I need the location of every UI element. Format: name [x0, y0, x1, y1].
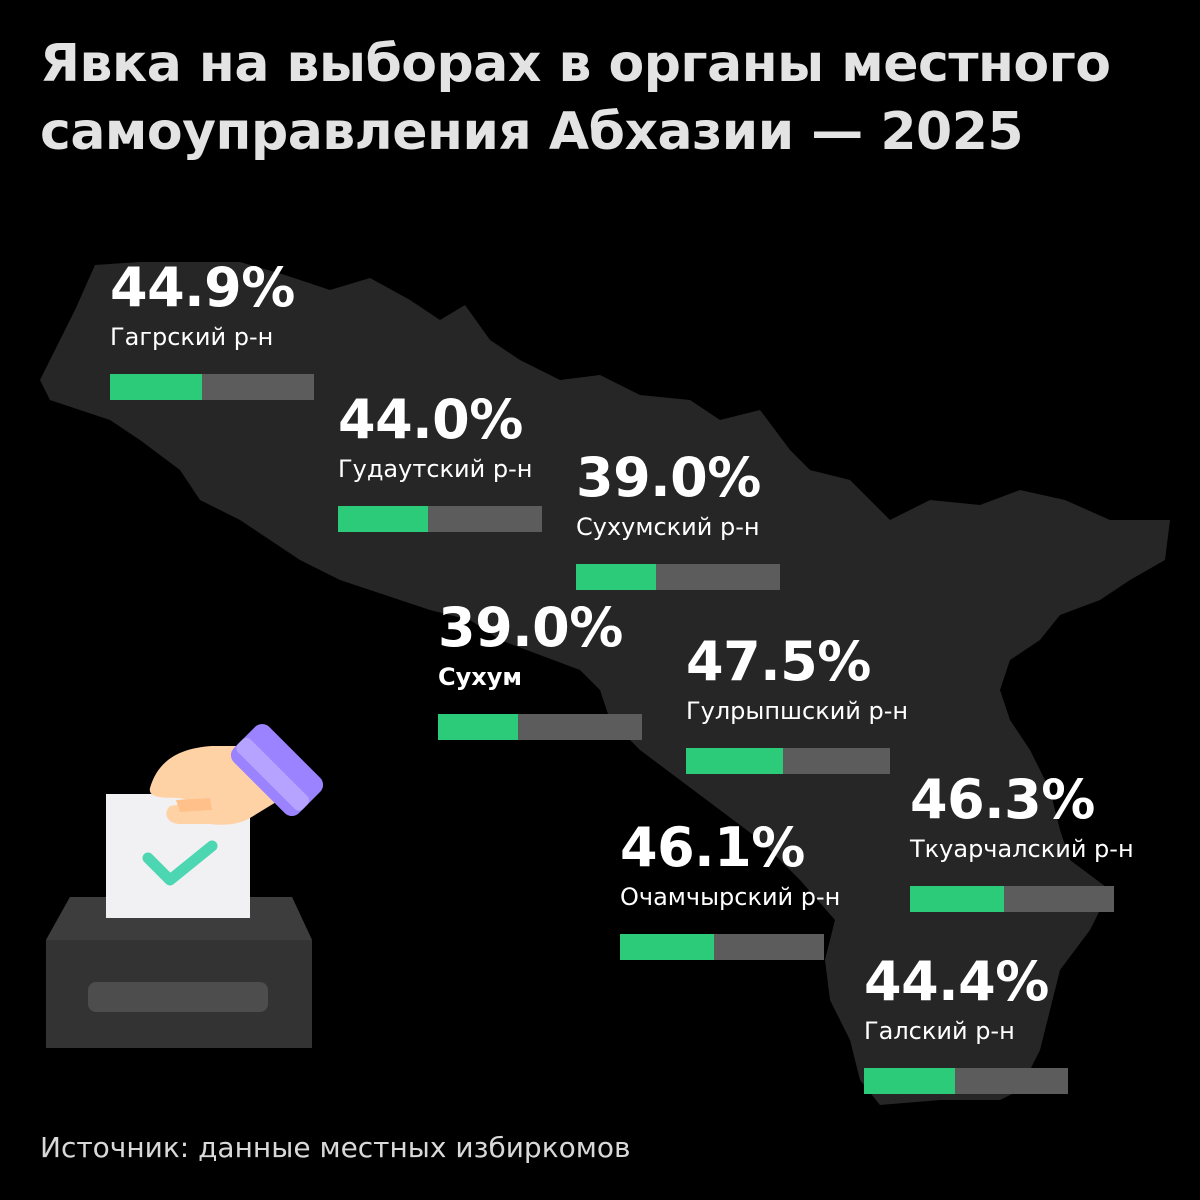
data-label: 39.0%: [576, 446, 761, 509]
turnout-block: 44.4% Галский р-н: [864, 950, 1074, 1094]
bar: [910, 886, 1004, 912]
bar-track: [338, 506, 542, 532]
data-label: 44.4%: [864, 950, 1049, 1013]
bar-track: [864, 1068, 1068, 1094]
category-label: Сухумский р-н: [576, 513, 760, 541]
turnout-block: 46.3% Ткуарчалский р-н: [910, 768, 1134, 912]
bar-track: [110, 374, 314, 400]
category-label: Сухум: [438, 663, 522, 691]
checkmark-icon: [142, 840, 218, 886]
category-label: Очамчырский р-н: [620, 883, 841, 911]
chart-title-line-1: Явка на выборах в органы местного: [40, 34, 1111, 94]
data-label: 46.3%: [910, 768, 1095, 831]
turnout-block: 39.0% Сухумский р-н: [576, 446, 786, 590]
category-label: Галский р-н: [864, 1017, 1015, 1045]
bar: [110, 374, 202, 400]
turnout-block: 44.9% Гагрский р-н: [110, 256, 320, 400]
bar: [438, 714, 518, 740]
hand-icon: [149, 723, 324, 825]
source-note: Источник: данные местных избиркомов: [40, 1131, 631, 1164]
bar-track: [910, 886, 1114, 912]
turnout-block: 44.0% Гудаутский р-н: [338, 388, 548, 532]
category-label: Гагрский р-н: [110, 323, 274, 351]
bar: [620, 934, 714, 960]
bar-track: [576, 564, 780, 590]
turnout-block: 46.1% Очамчырский р-н: [620, 816, 841, 960]
ballot-box-icon: [46, 897, 312, 1048]
data-label: 44.0%: [338, 388, 523, 451]
data-label: 46.1%: [620, 816, 805, 879]
bar-track: [438, 714, 642, 740]
bar-track: [620, 934, 824, 960]
bar: [576, 564, 656, 590]
turnout-block: 39.0% Сухум: [438, 596, 648, 740]
bar: [864, 1068, 955, 1094]
bar: [338, 506, 428, 532]
chart-title: Явка на выборах в органы местного самоуп…: [40, 30, 1170, 166]
category-label: Ткуарчалский р-н: [910, 835, 1134, 863]
bar: [686, 748, 783, 774]
data-label: 44.9%: [110, 256, 295, 319]
chart-title-line-2: самоуправления Абхазии — 2025: [40, 102, 1024, 162]
ballot-box-illustration: [46, 723, 324, 1048]
category-label: Гудаутский р-н: [338, 455, 533, 483]
turnout-block: 47.5% Гулрыпшский р-н: [686, 630, 909, 774]
bar-track: [686, 748, 890, 774]
abkhazia-map-shape: [40, 262, 1170, 1105]
data-label: 39.0%: [438, 596, 623, 659]
category-label: Гулрыпшский р-н: [686, 697, 909, 725]
data-label: 47.5%: [686, 630, 871, 693]
